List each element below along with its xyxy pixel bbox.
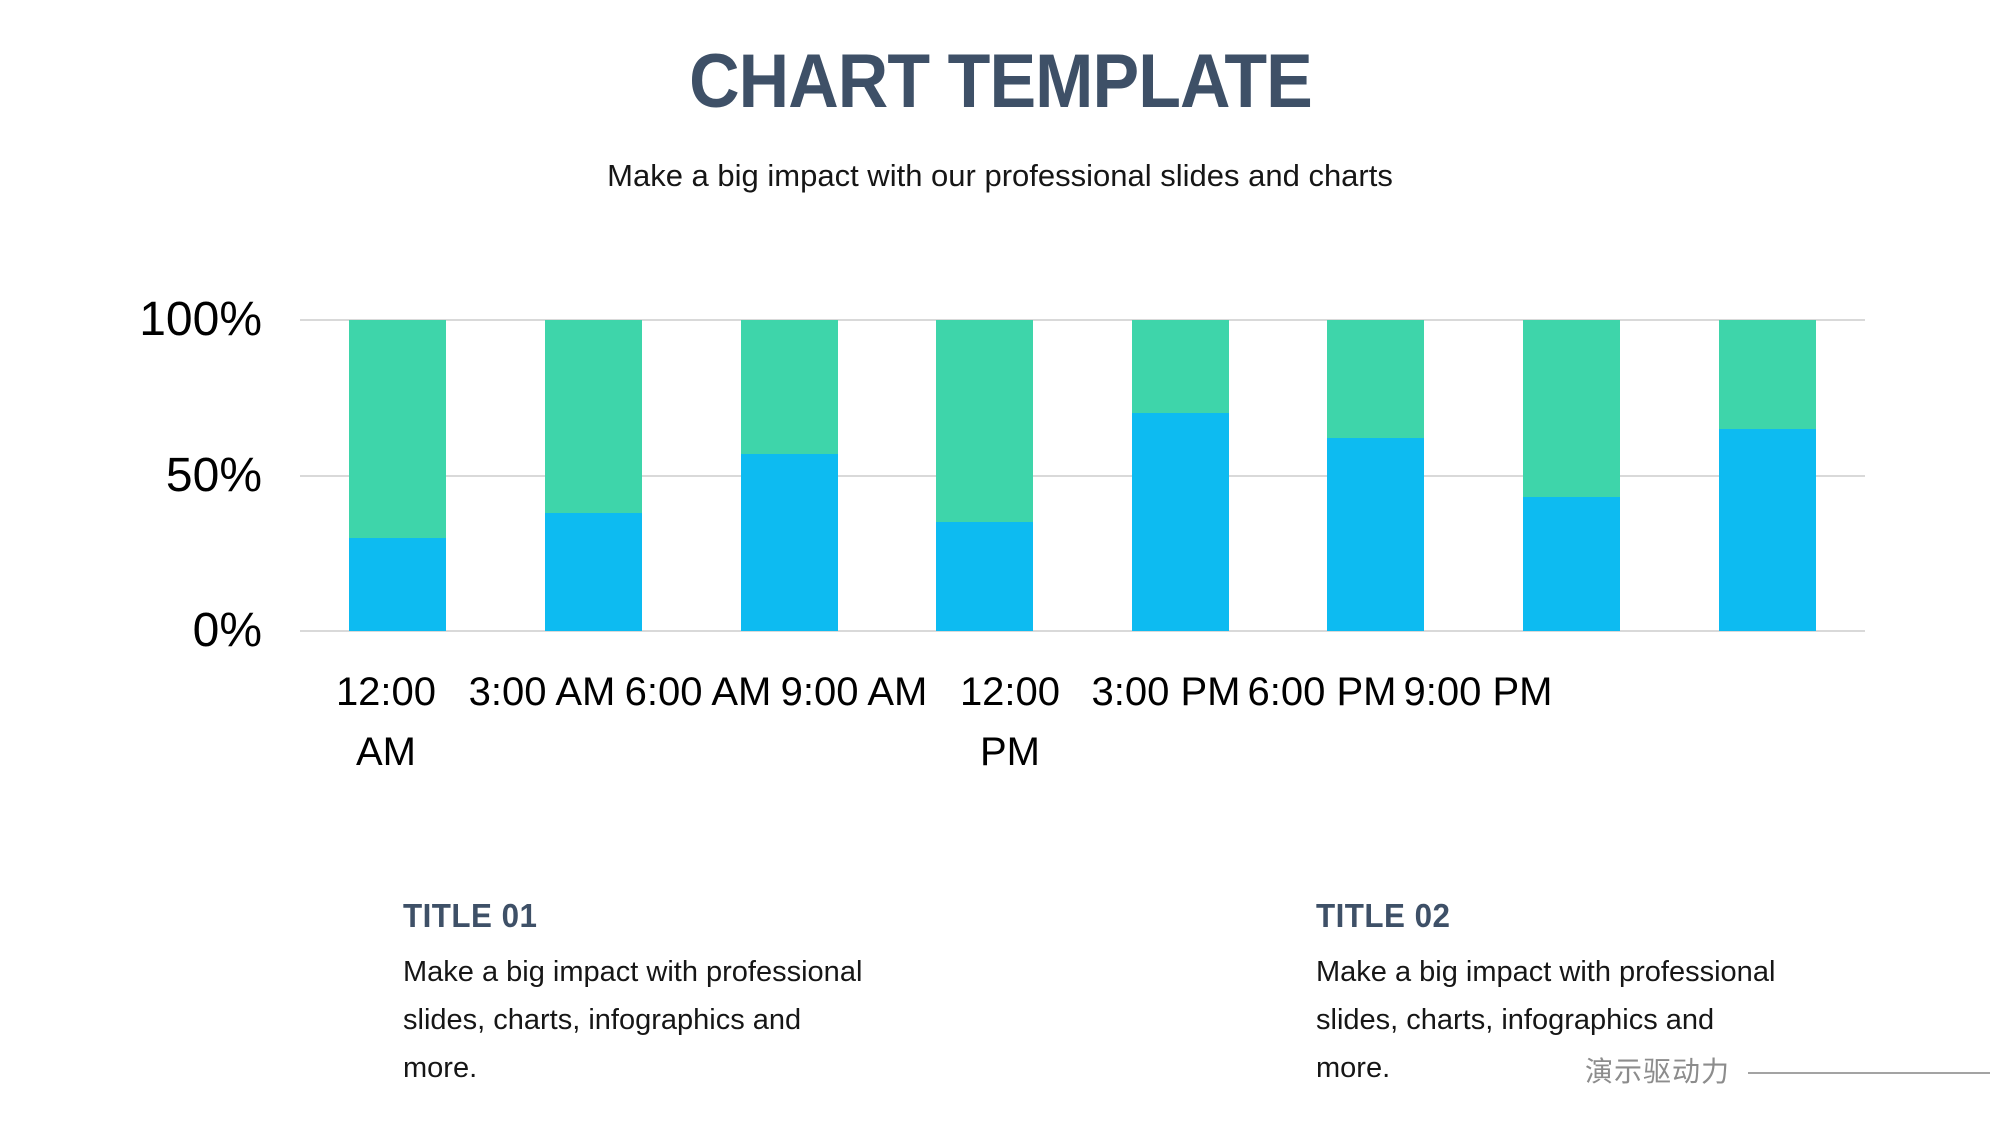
info-title-1: TITLE 01 — [403, 897, 538, 934]
footer-divider-line — [1748, 1072, 1990, 1074]
bars-plot-area — [300, 320, 1865, 631]
bar-segment-top — [1131, 320, 1229, 414]
bar-segment-top — [740, 320, 838, 454]
x-axis-label: 6:00 PM — [1247, 670, 1397, 714]
bar-column — [1474, 320, 1670, 631]
x-axis-label: 12:00 AM — [335, 670, 437, 774]
page-title: CHART TEMPLATE — [688, 39, 1313, 124]
gridline-0 — [300, 630, 1865, 632]
stacked-bar — [1131, 320, 1229, 631]
info-text-1: Make a big impact with professional slid… — [403, 956, 863, 1084]
x-axis-label: 3:00 AM — [468, 670, 616, 714]
info-icon-circle-1 — [218, 906, 330, 1018]
page-subtitle: Make a big impact with our professional … — [607, 158, 1393, 193]
bar-segment-top — [1718, 320, 1816, 429]
bar-column — [691, 320, 887, 631]
bar-segment-bottom — [1523, 497, 1621, 631]
bar-segment-top — [936, 320, 1034, 523]
brand-watermark: 演示驱动力 — [1585, 1056, 1731, 1087]
info-text-2: Make a big impact with professional slid… — [1316, 956, 1776, 1084]
bar-column — [496, 320, 692, 631]
info-title-2: TITLE 02 — [1316, 897, 1451, 934]
stacked-bar — [740, 320, 838, 631]
gridline-50 — [300, 475, 1865, 477]
bar-segment-bottom — [936, 522, 1034, 631]
x-axis-label: 3:00 PM — [1091, 670, 1241, 714]
bar-segment-bottom — [1327, 438, 1425, 631]
x-axis-label: 9:00 AM — [780, 670, 928, 714]
bar-segment-top — [1327, 320, 1425, 439]
bar-column — [1083, 320, 1279, 631]
bar-column — [887, 320, 1083, 631]
bar-segment-bottom — [349, 537, 447, 631]
stacked-bar — [349, 320, 447, 631]
stacked-bar — [1523, 320, 1621, 631]
profile-document-icon — [1164, 934, 1211, 990]
gridline-100 — [300, 319, 1865, 321]
bar-segment-bottom — [1131, 413, 1229, 631]
bar-segment-bottom — [740, 453, 838, 631]
stacked-bar — [1327, 320, 1425, 631]
bar-segment-top — [349, 320, 447, 538]
presenter-at-laptop-icon — [240, 932, 302, 988]
bar-column — [1669, 320, 1865, 631]
bar-segment-bottom — [544, 512, 642, 631]
x-axis-label: 9:00 PM — [1403, 670, 1553, 714]
y-axis-label: 0% — [192, 604, 262, 657]
bar-column — [1278, 320, 1474, 631]
bar-segment-top — [1523, 320, 1621, 498]
info-icon-circle-2 — [1130, 906, 1242, 1018]
y-axis-label: 50% — [165, 449, 262, 502]
bar-segment-bottom — [1718, 428, 1816, 631]
stacked-bar — [1718, 320, 1816, 631]
bar-column — [300, 320, 496, 631]
stacked-bar — [544, 320, 642, 631]
y-axis-label: 100% — [139, 293, 262, 346]
x-axis-labels: 12:00 AM 3:00 AM 6:00 AM 9:00 AM 12:00 PM 3:0… — [308, 662, 1556, 782]
bar-segment-top — [544, 320, 642, 513]
x-axis-label: 12:00 PM — [959, 670, 1061, 774]
stacked-bar — [936, 320, 1034, 631]
x-axis-label: 6:00 AM — [624, 670, 772, 714]
